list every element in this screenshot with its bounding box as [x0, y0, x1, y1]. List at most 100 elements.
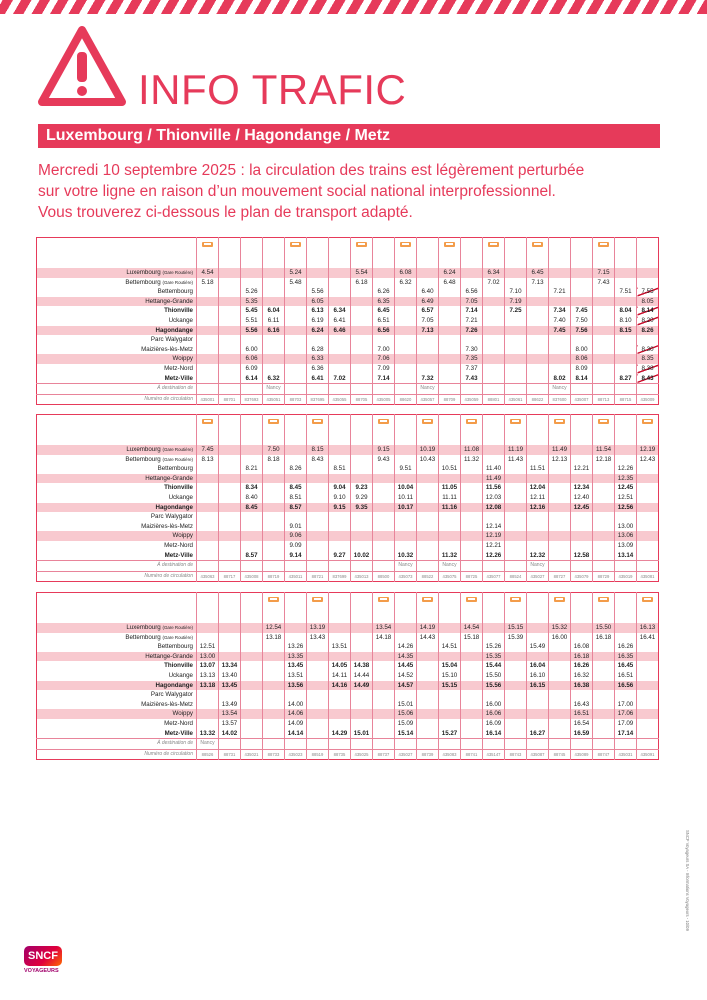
empty-cell: [438, 344, 461, 355]
time-cell: 4.54: [196, 268, 219, 278]
intro-line: sur votre ligne en raison d’un mouvement…: [38, 183, 556, 200]
empty-cell: [372, 335, 395, 345]
empty-cell: [548, 718, 571, 729]
time-cell: 16.26: [614, 642, 637, 652]
time-cell: 6.24: [306, 325, 329, 336]
empty-cell: [416, 473, 439, 484]
numbers-cell: 435055: [328, 393, 351, 405]
time-cell: 10.51: [438, 464, 461, 474]
time-cell: 6.36: [306, 363, 329, 374]
time-cell: 15.01: [394, 699, 417, 710]
empty-cell: [460, 661, 483, 671]
destinations-row: À destination de Nancy: [36, 738, 659, 750]
time-cell: 12.11: [526, 492, 549, 503]
empty-cell: [614, 623, 637, 633]
station-name: Metz-Ville: [164, 551, 193, 559]
empty-cell: [284, 560, 307, 572]
time-cell: 11.08: [460, 445, 483, 455]
numbers-cell: 88725: [460, 570, 483, 582]
time-cell: 16.27: [526, 728, 549, 739]
time-cell: 9.15: [372, 445, 395, 455]
empty-cell: [372, 277, 395, 288]
station-label: Uckange: [37, 493, 197, 503]
station-row: Parc Walygator: [37, 690, 659, 700]
empty-cell: [328, 651, 351, 662]
empty-cell: [592, 651, 615, 662]
empty-cell: [240, 661, 263, 671]
empty-cell: [262, 521, 285, 532]
empty-cell: [592, 325, 615, 336]
station-name: Luxembourg: [126, 624, 161, 631]
empty-cell: [284, 632, 307, 643]
empty-cell: [482, 315, 505, 326]
coach-icon: [268, 597, 279, 602]
station-row: Metz-Nord 6.09 6.36 7.09 7.37 8.09 8.38: [37, 363, 659, 374]
station-label: Parc Walygator: [37, 512, 197, 522]
time-cell: 9.10: [328, 492, 351, 503]
empty-cell: [262, 531, 285, 541]
coach-icon: [554, 597, 565, 602]
time-cell: 16.14: [482, 728, 505, 739]
empty-cell: [504, 738, 527, 750]
header-cell: [394, 237, 417, 268]
numbers-cell: 88745: [548, 748, 571, 760]
empty-cell: [438, 287, 461, 297]
empty-cell: [504, 325, 527, 336]
header-cell: [482, 592, 505, 623]
empty-cell: [416, 540, 439, 551]
empty-cell: [482, 335, 505, 345]
empty-cell: [548, 335, 571, 345]
empty-cell: [570, 738, 593, 750]
numbers-cell: 435013: [350, 570, 373, 582]
time-cell: 6.05: [306, 296, 329, 307]
station-name: Woippy: [172, 532, 193, 540]
header-cell: [438, 592, 461, 623]
empty-cell: [460, 738, 483, 750]
numbers-cell: 435147: [482, 748, 505, 760]
empty-cell: [350, 709, 373, 719]
coach-icon: [466, 597, 477, 602]
empty-cell: [570, 540, 593, 551]
empty-cell: [284, 383, 307, 395]
empty-cell: [328, 512, 351, 522]
station-row: Hettange-Grande 11.49 12.35: [36, 473, 659, 484]
empty-cell: [548, 680, 571, 691]
empty-cell: [218, 445, 241, 455]
empty-cell: [372, 483, 395, 493]
header-cell: [37, 593, 197, 624]
empty-cell: [306, 268, 329, 278]
empty-cell: [438, 709, 461, 719]
empty-cell: [196, 287, 219, 297]
header-row: [37, 592, 659, 624]
empty-cell: [350, 344, 373, 355]
station-name: Metz-Nord: [164, 541, 193, 549]
empty-cell: [328, 738, 351, 750]
empty-cell: [240, 718, 263, 729]
empty-cell: [504, 483, 527, 493]
time-cell: 7.30: [460, 344, 483, 355]
empty-cell: [262, 642, 285, 652]
time-cell: 15.09: [394, 718, 417, 729]
empty-cell: [218, 277, 241, 288]
empty-cell: [372, 473, 395, 484]
empty-cell: [548, 502, 571, 513]
empty-cell: [548, 728, 571, 739]
empty-cell: [196, 383, 219, 395]
time-cell: 12.40: [570, 492, 593, 503]
header-cell: [350, 414, 373, 445]
time-cell: 11.32: [460, 454, 483, 465]
empty-cell: [328, 709, 351, 719]
row-label: Numéro de circulation: [36, 748, 197, 760]
empty-cell: [636, 531, 659, 541]
empty-cell: [504, 718, 527, 729]
empty-cell: [196, 492, 219, 503]
empty-cell: [592, 661, 615, 671]
time-cell: 7.13: [416, 325, 439, 336]
empty-cell: [218, 354, 241, 364]
top-stripe: [0, 0, 707, 14]
station-note: (Gare Routière): [162, 634, 193, 640]
station-label: Maizières-lès-Metz: [37, 345, 197, 355]
time-cell: 16.18: [592, 632, 615, 643]
empty-cell: [218, 363, 241, 374]
empty-cell: [460, 483, 483, 493]
